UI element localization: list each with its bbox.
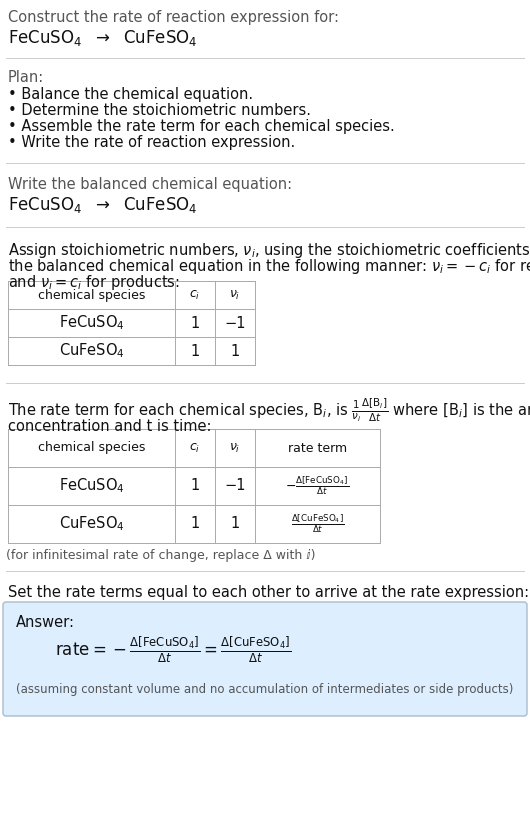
Text: (for infinitesimal rate of change, replace Δ with ⅈ): (for infinitesimal rate of change, repla…	[6, 549, 315, 562]
Text: $\mathregular{FeCuSO_4}$: $\mathregular{FeCuSO_4}$	[59, 476, 125, 496]
Text: 1: 1	[190, 479, 200, 493]
Text: Write the balanced chemical equation:: Write the balanced chemical equation:	[8, 177, 292, 192]
Text: The rate term for each chemical species, $\mathrm{B}_i$, is $\frac{1}{\nu_i}\fra: The rate term for each chemical species,…	[8, 397, 530, 424]
Text: concentration and t is time:: concentration and t is time:	[8, 419, 211, 434]
Text: −1: −1	[224, 479, 246, 493]
FancyBboxPatch shape	[3, 602, 527, 716]
Text: rate term: rate term	[288, 442, 347, 454]
Text: Set the rate terms equal to each other to arrive at the rate expression:: Set the rate terms equal to each other t…	[8, 585, 529, 600]
Text: $\nu_i$: $\nu_i$	[229, 442, 241, 454]
Text: 1: 1	[190, 344, 200, 359]
Text: (assuming constant volume and no accumulation of intermediates or side products): (assuming constant volume and no accumul…	[16, 683, 514, 696]
Text: $\nu_i$: $\nu_i$	[229, 288, 241, 302]
Text: chemical species: chemical species	[38, 442, 145, 454]
Text: • Write the rate of reaction expression.: • Write the rate of reaction expression.	[8, 135, 295, 150]
Text: −1: −1	[224, 316, 246, 330]
Text: 1: 1	[190, 316, 200, 330]
Text: chemical species: chemical species	[38, 288, 145, 302]
Text: Construct the rate of reaction expression for:: Construct the rate of reaction expressio…	[8, 10, 339, 25]
Text: $\mathrm{rate} = -\frac{\Delta[\mathrm{FeCuSO_4}]}{\Delta t} = \frac{\Delta[\mat: $\mathrm{rate} = -\frac{\Delta[\mathrm{F…	[55, 635, 292, 665]
Text: $c_i$: $c_i$	[189, 442, 201, 454]
Text: Assign stoichiometric numbers, $\nu_i$, using the stoichiometric coefficients, $: Assign stoichiometric numbers, $\nu_i$, …	[8, 241, 530, 260]
Text: the balanced chemical equation in the following manner: $\nu_i = -c_i$ for react: the balanced chemical equation in the fo…	[8, 257, 530, 276]
Text: and $\nu_i = c_i$ for products:: and $\nu_i = c_i$ for products:	[8, 273, 180, 292]
Text: 1: 1	[231, 517, 240, 532]
Text: $-\frac{\Delta[\mathrm{FeCuSO_4}]}{\Delta t}$: $-\frac{\Delta[\mathrm{FeCuSO_4}]}{\Delt…	[286, 475, 349, 497]
Text: Plan:: Plan:	[8, 70, 44, 85]
Text: 1: 1	[190, 517, 200, 532]
Text: $\mathregular{CuFeSO_4}$: $\mathregular{CuFeSO_4}$	[59, 515, 125, 533]
Text: $\mathregular{FeCuSO_4}$: $\mathregular{FeCuSO_4}$	[59, 313, 125, 333]
Text: Answer:: Answer:	[16, 615, 75, 630]
Text: • Balance the chemical equation.: • Balance the chemical equation.	[8, 87, 253, 102]
Text: • Assemble the rate term for each chemical species.: • Assemble the rate term for each chemic…	[8, 119, 395, 134]
Text: $\frac{\Delta[\mathrm{CuFeSO_4}]}{\Delta t}$: $\frac{\Delta[\mathrm{CuFeSO_4}]}{\Delta…	[291, 512, 344, 535]
Text: • Determine the stoichiometric numbers.: • Determine the stoichiometric numbers.	[8, 103, 311, 118]
Text: $\mathregular{FeCuSO_4}$  $\rightarrow$  $\mathregular{CuFeSO_4}$: $\mathregular{FeCuSO_4}$ $\rightarrow$ $…	[8, 195, 198, 215]
Text: $\mathregular{CuFeSO_4}$: $\mathregular{CuFeSO_4}$	[59, 342, 125, 360]
Text: $\mathregular{FeCuSO_4}$  $\rightarrow$  $\mathregular{CuFeSO_4}$: $\mathregular{FeCuSO_4}$ $\rightarrow$ $…	[8, 28, 198, 48]
Text: $c_i$: $c_i$	[189, 288, 201, 302]
Text: 1: 1	[231, 344, 240, 359]
